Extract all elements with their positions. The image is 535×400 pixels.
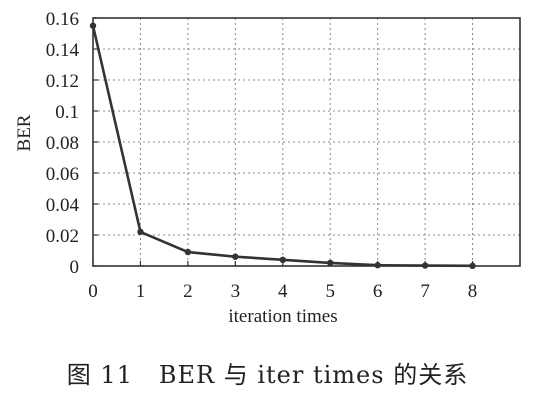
y-tick-label: 0.12 [46, 71, 79, 92]
x-tick-label: 0 [88, 281, 98, 302]
x-tick-label: 6 [373, 281, 383, 302]
y-tick-label: 0.02 [46, 226, 79, 247]
y-axis-label: BER [14, 114, 35, 151]
data-point [327, 259, 334, 267]
y-tick-label: 0.16 [46, 9, 79, 30]
y-tick-label: 0.06 [46, 164, 79, 185]
y-tick-label: 0.04 [46, 195, 80, 216]
x-tick-label: 5 [325, 281, 335, 302]
data-point [137, 228, 144, 236]
ber-chart: 0 0.02 0.04 0.06 0.08 0.1 0.12 0.14 0.16 0 1 2 3 4 5 6 7… [14, 9, 521, 327]
y-tick-label: 0.08 [46, 133, 79, 154]
data-point [279, 256, 286, 263]
x-tick-label: 2 [183, 281, 193, 302]
x-axis-label: iteration times [228, 306, 337, 327]
y-tick-label: 0.1 [55, 102, 79, 123]
data-point [184, 248, 192, 256]
x-tick-label: 3 [231, 281, 241, 302]
data-point [374, 262, 381, 269]
x-tick-label: 7 [420, 281, 430, 302]
chart-svg: 0 0.02 0.04 0.06 0.08 0.1 0.12 0.14 0.16 0 1 2 3 4 5 6 7… [14, 9, 521, 327]
caption-text: BER 与 iter times 的关系 [158, 361, 469, 389]
data-point [89, 22, 97, 29]
x-tick-label: 1 [136, 281, 146, 302]
axes: 0 0.02 0.04 0.06 0.08 0.1 0.12 0.14 0.16 0 1 2 3 4 5 6 7… [46, 9, 521, 302]
figure-caption: 图 11 BER 与 iter times 的关系 [0, 355, 535, 390]
y-tick-label: 0 [70, 257, 80, 278]
grid [93, 18, 520, 266]
figure-number: 图 11 [66, 361, 133, 389]
series-ber [89, 22, 476, 270]
data-point [469, 262, 476, 270]
data-point [232, 253, 239, 260]
x-tick-label: 4 [278, 281, 288, 302]
x-tick-label: 8 [468, 281, 478, 302]
plot-frame [92, 17, 521, 267]
data-point [421, 262, 429, 269]
y-tick-label: 0.14 [46, 40, 80, 61]
